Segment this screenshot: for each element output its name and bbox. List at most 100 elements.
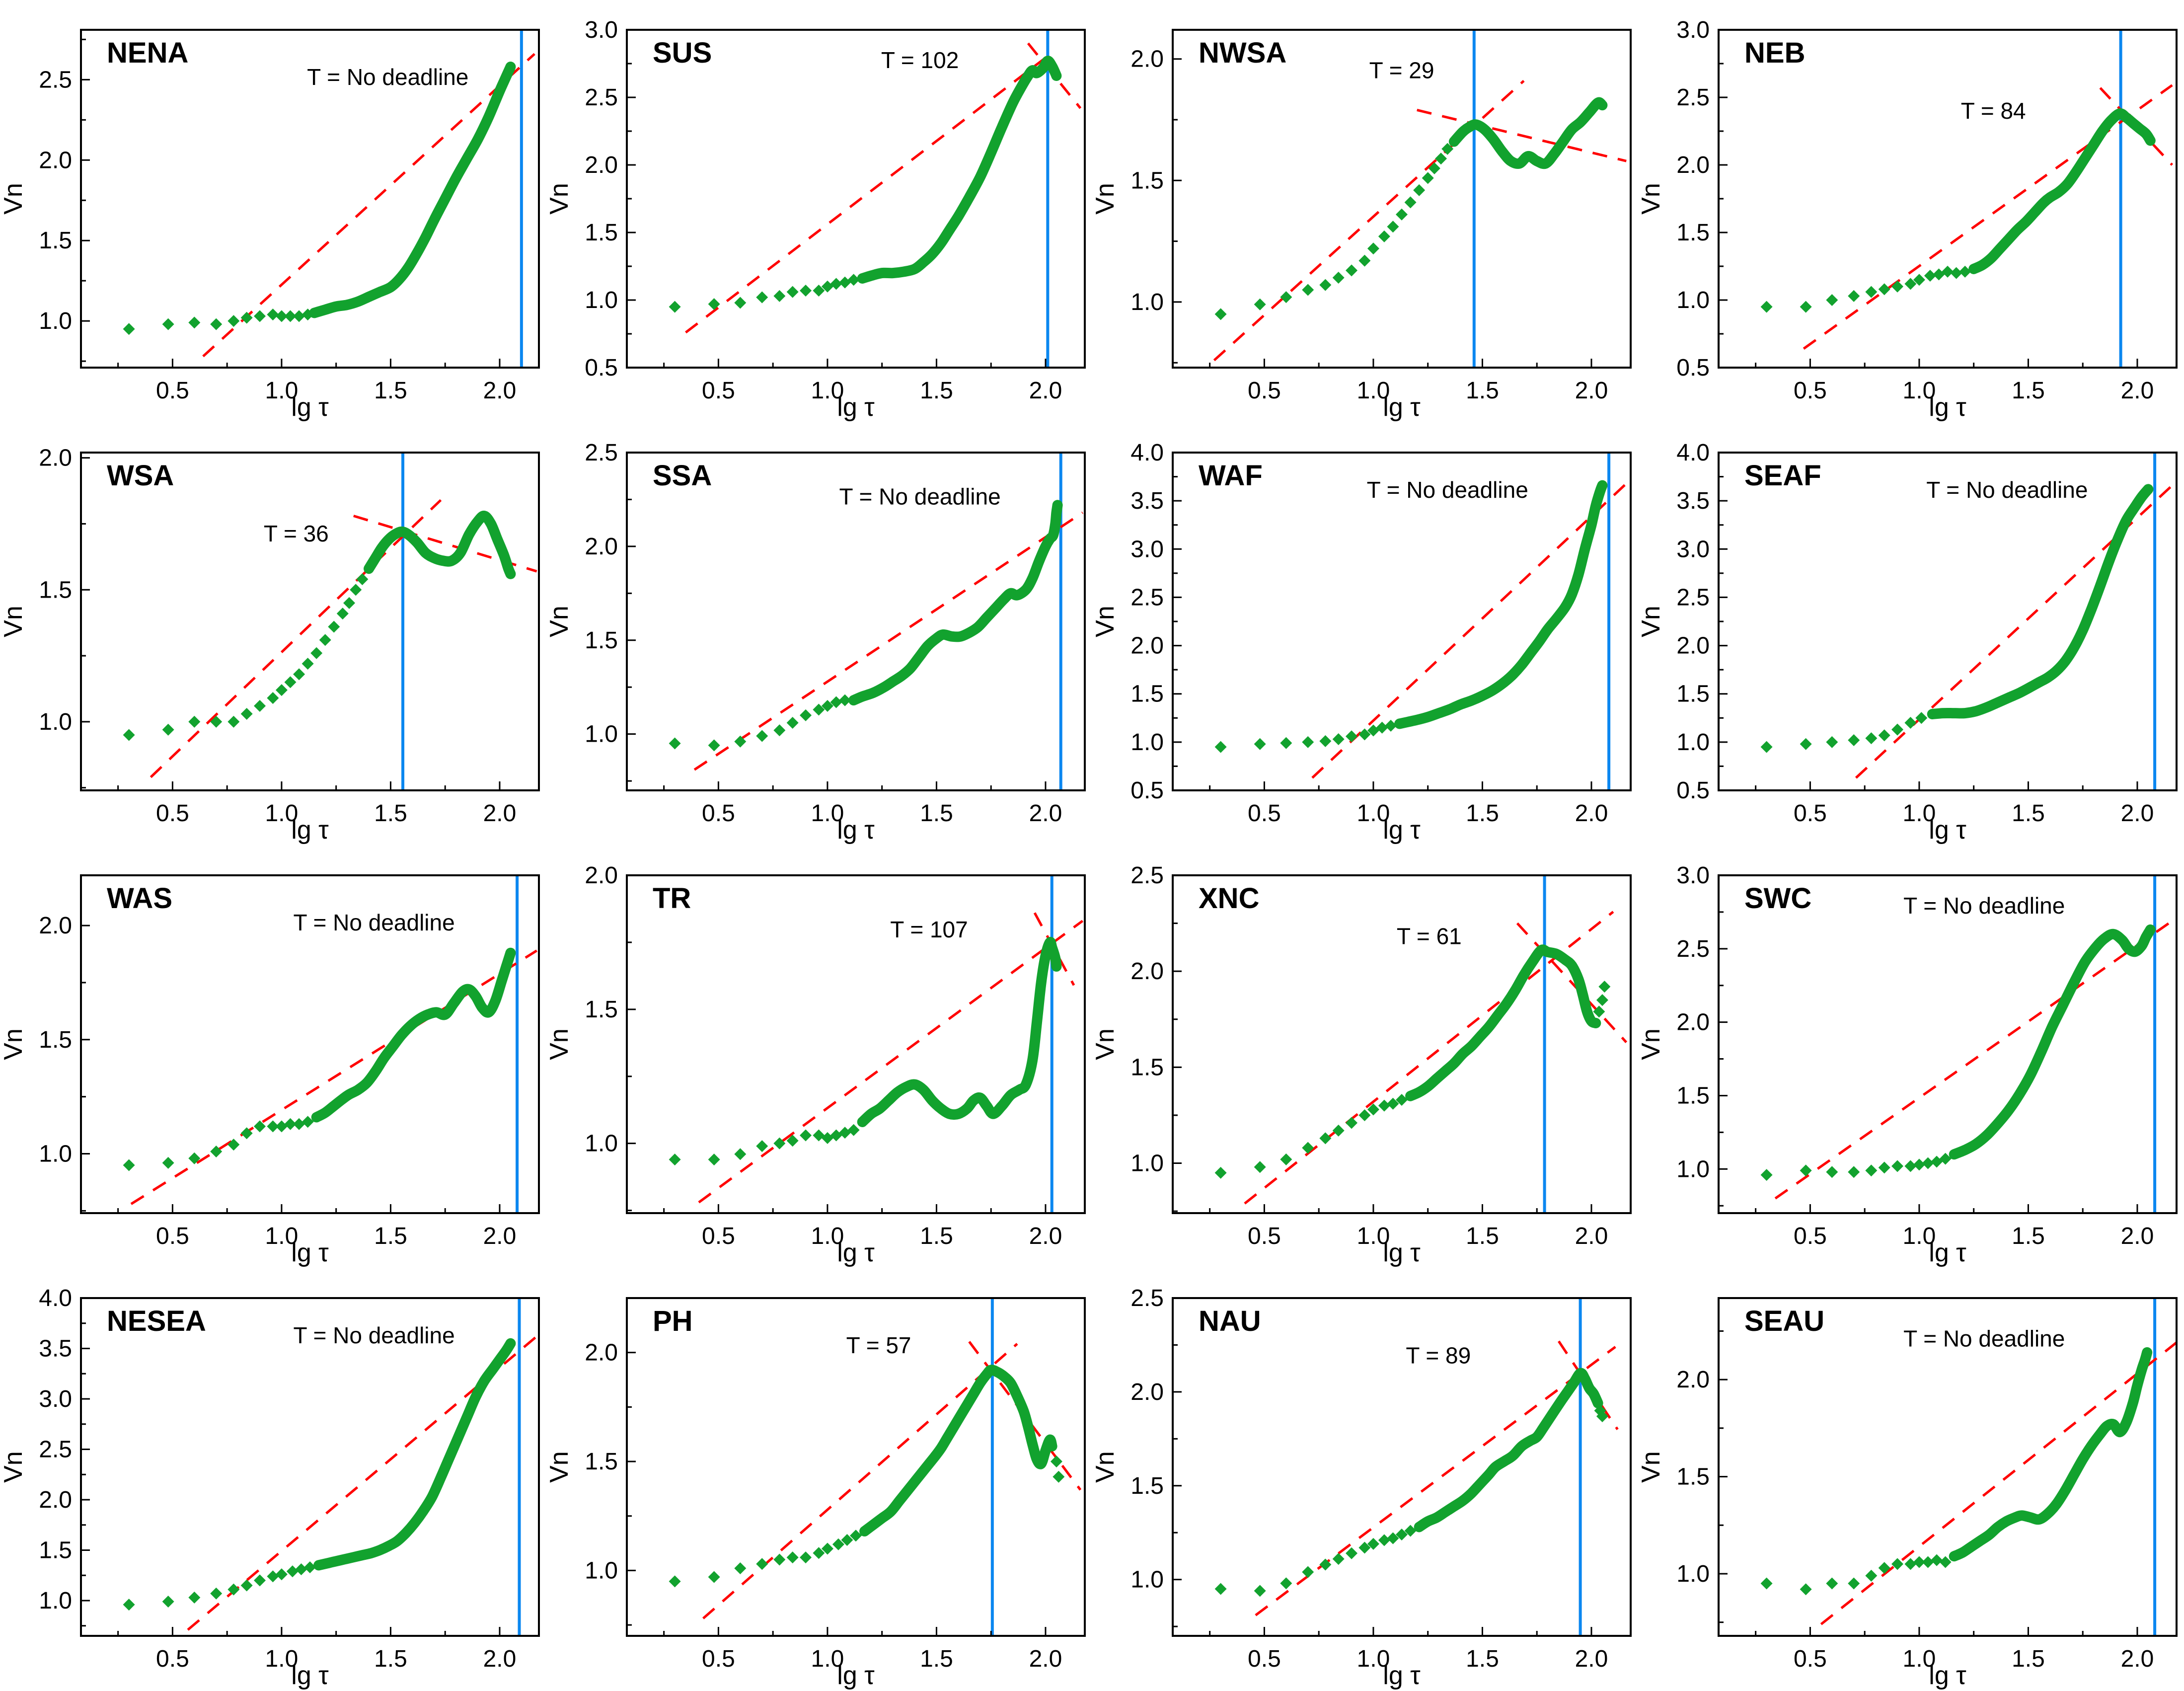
data-point (830, 1129, 842, 1142)
data-series-band (1968, 108, 2156, 274)
data-point (1428, 162, 1440, 174)
data-point (1214, 1583, 1227, 1595)
data-point (1891, 280, 1904, 293)
x-tick-label: 1.0 (811, 378, 844, 404)
data-point (1214, 1166, 1227, 1179)
y-tick-label: 2.0 (39, 1487, 72, 1513)
x-tick-label: 0.5 (702, 378, 735, 404)
data-point (821, 700, 833, 712)
data-point (240, 707, 253, 720)
data-point (734, 297, 747, 309)
x-axis-label: lg τ (1383, 1238, 1421, 1267)
plot-svg: 0.5 1.0 1.5 2.0 1.0 1.5 2.0 lg τ Vn WAS T = No dea… (0, 874, 540, 1267)
data-point (1319, 1132, 1332, 1145)
data-point (1596, 1410, 1608, 1422)
plot-svg: 0.5 1.0 1.5 2.0 0.5 1.0 1.5 2.0 2.5 3.0 lg τ Vn NEB T… (1638, 17, 2178, 422)
panel-title: NESEA (107, 1305, 206, 1337)
data-point (1332, 1124, 1345, 1137)
data-point (1891, 1160, 1904, 1172)
data-point (773, 290, 786, 302)
tick-marks (1173, 1297, 1592, 1636)
y-tick-label: 2.0 (585, 152, 618, 178)
x-tick-label: 1.5 (2012, 800, 2045, 827)
y-tick-label: 1.5 (39, 577, 72, 603)
x-axis-label: lg τ (1383, 393, 1421, 422)
plot-svg: 0.5 1.0 1.5 2.0 0.5 1.0 1.5 2.0 2.5 3.0 lg τ Vn SUS T… (546, 17, 1086, 422)
data-point (295, 1563, 307, 1576)
data-point (1302, 1142, 1314, 1154)
panel-title: NWSA (1199, 37, 1286, 69)
plot-frame (1718, 29, 2178, 369)
data-point (800, 1129, 812, 1142)
deadline-annotation: T = No deadline (1926, 477, 2088, 503)
tick-marks (1719, 29, 2138, 369)
y-tick-label: 1.0 (1676, 1156, 1710, 1182)
plot-svg: 0.5 1.0 1.5 2.0 1.0 1.5 2.0 lg τ Vn PH T = 57 (546, 1297, 1086, 1690)
x-tick-label: 0.5 (702, 1646, 735, 1672)
data-point (284, 676, 297, 689)
y-tick-label: 1.5 (1676, 220, 1710, 246)
x-axis-label: lg τ (1383, 1661, 1421, 1690)
x-axis-label: lg τ (291, 816, 329, 845)
x-axis-label: lg τ (1929, 1661, 1966, 1690)
data-point (1254, 738, 1266, 750)
tick-marks (627, 874, 1047, 1213)
y-axis-label: Vn (546, 183, 574, 215)
y-tick-label: 2.0 (39, 445, 72, 471)
chart-panel: 0.5 1.0 1.5 2.0 1.0 1.5 2.0 2.5 lg τ Vn XNC T = 61 (1092, 846, 1638, 1268)
y-axis-label: Vn (546, 1028, 574, 1060)
data-point (310, 647, 323, 659)
data-point (1050, 1456, 1062, 1468)
data-point (821, 280, 833, 293)
data-point (254, 1120, 266, 1133)
y-tick-label: 1.0 (1130, 729, 1164, 756)
data-point (319, 634, 331, 646)
chart-panel: 0.5 1.0 1.5 2.0 1.0 1.5 2.0 2.5 lg τ Vn NENA T = No… (0, 0, 546, 423)
deadline-annotation: T = No deadline (293, 1322, 454, 1348)
data-point (669, 301, 681, 313)
data-point (773, 1137, 786, 1150)
x-tick-label: 1.5 (920, 1646, 953, 1672)
chart-panel: 0.5 1.0 1.5 2.0 1.0 1.5 2.0 lg τ Vn SEAU T = No de… (1638, 1268, 2184, 1691)
y-tick-label: 2.0 (1130, 1379, 1164, 1405)
x-axis-label: lg τ (1929, 816, 1966, 845)
data-point (293, 1118, 305, 1130)
deadline-annotation: T = 84 (1961, 98, 2026, 124)
data-point (800, 709, 812, 721)
deadline-annotation: T = 29 (1369, 58, 1434, 83)
x-tick-label: 1.5 (374, 378, 407, 404)
y-tick-label: 4.0 (1676, 440, 1710, 466)
data-point (1760, 1169, 1773, 1181)
y-tick-label: 1.5 (39, 1537, 72, 1563)
data-point (1254, 298, 1266, 310)
data-point (267, 308, 279, 321)
data-point (786, 1551, 799, 1564)
data-point (708, 1153, 720, 1166)
y-axis-label: Vn (1092, 183, 1120, 215)
data-point (1950, 267, 1962, 279)
data-point (1904, 717, 1917, 729)
data-point (847, 1124, 860, 1136)
data-point (756, 1558, 768, 1570)
y-tick-label: 1.5 (1130, 681, 1164, 707)
panel-title: SWC (1744, 882, 1811, 915)
data-point (227, 1583, 240, 1596)
data-point (1915, 712, 1928, 724)
y-tick-label: 2.0 (1130, 46, 1164, 73)
data-point (786, 286, 799, 298)
x-tick-label: 2.0 (483, 1646, 517, 1672)
x-tick-label: 2.0 (2121, 1223, 2154, 1249)
data-point (1302, 284, 1314, 296)
data-point (293, 310, 305, 322)
trend-line (1516, 922, 1628, 1043)
data-point (328, 620, 340, 633)
trend-line (1255, 1346, 1616, 1616)
data-point (1441, 143, 1454, 155)
data-point (275, 1120, 288, 1133)
data-point (1865, 1569, 1878, 1582)
panel-title: NAU (1199, 1305, 1261, 1337)
data-point (1378, 1534, 1390, 1546)
data-point (734, 1562, 747, 1574)
x-tick-label: 2.0 (1575, 800, 1608, 827)
